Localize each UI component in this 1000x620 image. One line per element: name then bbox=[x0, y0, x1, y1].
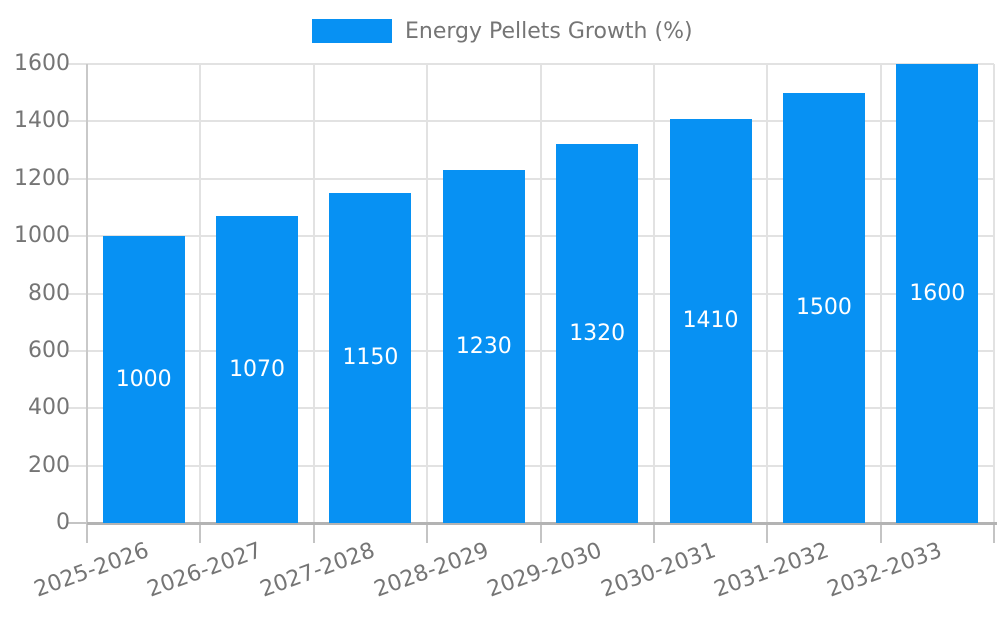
gridline-vertical bbox=[312, 64, 315, 523]
x-axis-tick bbox=[766, 523, 769, 543]
x-axis-tick bbox=[539, 523, 542, 543]
y-axis-label: 0 bbox=[56, 510, 70, 535]
bar-chart: Energy Pellets Growth (%) 0 200 400 600 800 1… bbox=[14, 16, 997, 603]
y-axis-tick bbox=[67, 464, 87, 467]
bar[interactable] bbox=[782, 92, 865, 523]
y-axis-tick bbox=[67, 177, 87, 180]
bar-value-label: 1070 bbox=[229, 356, 286, 382]
gridline-vertical bbox=[879, 64, 882, 523]
bar[interactable] bbox=[442, 170, 525, 523]
y-axis-tick bbox=[67, 235, 87, 238]
x-axis-tick bbox=[879, 523, 882, 543]
bar[interactable] bbox=[669, 118, 752, 523]
y-axis-tick bbox=[67, 349, 87, 352]
y-axis-tick bbox=[67, 292, 87, 295]
bar[interactable] bbox=[556, 144, 639, 523]
bar-value-label: 1410 bbox=[682, 307, 739, 333]
y-axis-tick bbox=[67, 407, 87, 410]
bar[interactable] bbox=[102, 236, 185, 523]
bar[interactable] bbox=[896, 64, 979, 523]
y-axis-label: 800 bbox=[28, 280, 70, 306]
x-axis-tick bbox=[86, 523, 88, 543]
x-axis-tick bbox=[199, 523, 202, 543]
legend-label: Energy Pellets Growth (%) bbox=[405, 18, 693, 44]
y-axis-label: 1400 bbox=[14, 108, 70, 134]
x-axis-tick bbox=[652, 523, 655, 543]
gridline-vertical bbox=[993, 64, 995, 523]
bar-value-label: 1600 bbox=[909, 280, 966, 306]
y-axis-label: 1000 bbox=[14, 223, 70, 249]
bar[interactable] bbox=[329, 193, 412, 523]
y-axis-label: 1200 bbox=[14, 165, 70, 191]
x-axis-tick bbox=[426, 523, 429, 543]
y-axis-tick bbox=[67, 522, 87, 524]
gridline-vertical bbox=[652, 64, 655, 523]
bar-value-label: 1150 bbox=[342, 345, 399, 371]
gridline-vertical bbox=[539, 64, 542, 523]
gridline-vertical bbox=[426, 64, 429, 523]
x-axis-line bbox=[87, 522, 997, 525]
legend[interactable]: Energy Pellets Growth (%) bbox=[312, 16, 693, 46]
y-axis-label: 400 bbox=[28, 395, 70, 421]
bar-value-label: 1500 bbox=[795, 294, 852, 320]
plot-area: 0 200 400 600 800 1000 1200 1400 1600 1000 1070 115… bbox=[14, 51, 997, 603]
y-axis-label: 200 bbox=[28, 452, 70, 478]
legend-swatch bbox=[312, 19, 392, 43]
y-axis-label: 1600 bbox=[14, 51, 70, 76]
bar-value-label: 1000 bbox=[115, 366, 172, 392]
x-axis-tick bbox=[312, 523, 315, 543]
x-axis-tick bbox=[993, 523, 995, 543]
bar[interactable] bbox=[216, 216, 299, 523]
y-axis-tick bbox=[67, 63, 87, 65]
gridline-vertical bbox=[199, 64, 202, 523]
y-axis-line bbox=[86, 64, 88, 523]
y-axis-tick bbox=[67, 120, 87, 123]
bar-value-label: 1230 bbox=[455, 333, 512, 359]
gridline-vertical bbox=[766, 64, 769, 523]
y-axis-label: 600 bbox=[28, 337, 70, 363]
bar-value-label: 1320 bbox=[569, 320, 626, 346]
